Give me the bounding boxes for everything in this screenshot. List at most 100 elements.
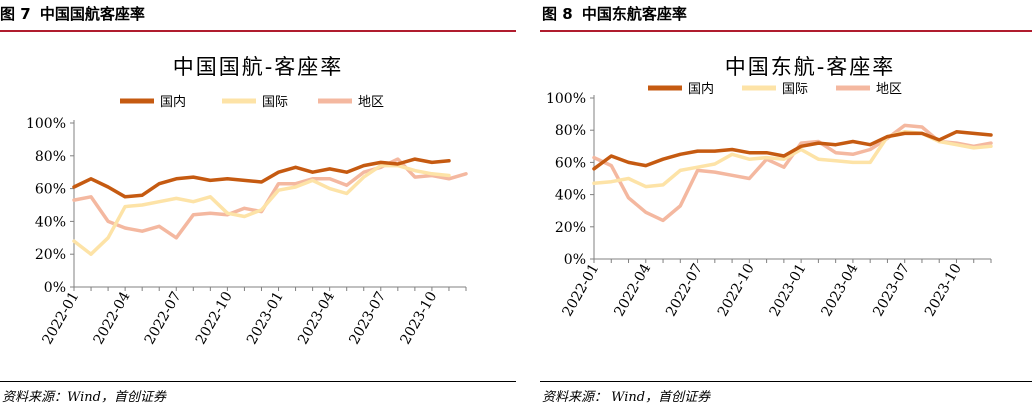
data-point-1 — [610, 180, 613, 183]
data-point-2 — [90, 196, 92, 198]
data-point-0 — [662, 158, 664, 160]
data-point-0 — [955, 131, 958, 133]
source-note: 资料来源： Wind，首创证券 — [542, 390, 711, 405]
x-tick-label: 2023-07 — [346, 289, 389, 347]
series-line-0 — [592, 130, 993, 171]
figure-number: 图 7 — [0, 5, 31, 23]
data-point-0 — [448, 159, 450, 162]
x-tick-label: 2022-10 — [715, 261, 758, 319]
data-point-0 — [817, 142, 820, 144]
y-tick-label: 60% — [555, 155, 586, 171]
series-line-1 — [592, 130, 993, 189]
data-point-2 — [645, 211, 647, 214]
data-point-0 — [765, 151, 768, 154]
source-note: 资料来源：Wind，首创证券 — [2, 390, 166, 405]
legend-label-2: 地区 — [358, 95, 384, 110]
data-point-0 — [748, 151, 751, 154]
data-point-2 — [662, 219, 664, 222]
data-point-0 — [124, 196, 126, 198]
data-point-0 — [277, 171, 280, 173]
data-point-2 — [714, 171, 716, 173]
data-point-0 — [921, 132, 923, 135]
data-point-2 — [107, 220, 109, 223]
data-point-2 — [124, 227, 126, 229]
data-point-1 — [765, 156, 768, 159]
data-point-0 — [903, 132, 906, 135]
data-point-2 — [158, 225, 160, 228]
data-point-2 — [277, 182, 280, 185]
data-point-0 — [209, 179, 212, 182]
data-point-0 — [783, 155, 785, 157]
data-point-2 — [990, 142, 992, 144]
data-point-0 — [90, 178, 92, 180]
data-point-1 — [431, 173, 433, 175]
y-tick-label: 0% — [564, 252, 586, 268]
figure-caption: 图 8 中国东航客座率 — [542, 3, 691, 24]
data-point-0 — [141, 194, 143, 196]
source-divider — [0, 381, 516, 382]
x-tick-label: 2023-01 — [767, 261, 810, 319]
x-tick-label: 2022-04 — [611, 261, 654, 319]
data-point-1 — [73, 240, 75, 242]
data-point-2 — [679, 205, 682, 207]
data-point-0 — [158, 182, 160, 185]
data-point-0 — [990, 134, 992, 136]
data-point-2 — [834, 151, 837, 154]
data-point-2 — [345, 184, 348, 187]
legend-label-2: 地区 — [876, 82, 902, 97]
source-divider — [540, 381, 1032, 382]
data-point-1 — [192, 200, 195, 203]
data-point-2 — [921, 126, 923, 128]
data-point-0 — [362, 164, 365, 167]
data-point-2 — [869, 148, 871, 151]
figure-title: 中国国航客座率 — [39, 5, 145, 23]
x-tick-label: 2022-01 — [40, 289, 83, 347]
y-tick-label: 40% — [35, 214, 66, 230]
data-point-1 — [175, 197, 178, 200]
data-point-1 — [141, 204, 143, 206]
x-tick-label: 2023-01 — [244, 289, 287, 347]
data-point-1 — [277, 189, 280, 191]
y-tick-label: 100% — [546, 91, 586, 107]
legend-label-1: 国际 — [262, 95, 288, 110]
data-point-1 — [226, 212, 229, 214]
data-point-2 — [731, 174, 733, 177]
data-point-0 — [852, 140, 854, 143]
data-point-2 — [696, 169, 699, 172]
data-point-1 — [748, 158, 751, 160]
data-point-2 — [328, 178, 331, 180]
data-point-0 — [175, 178, 178, 180]
figure-title: 中国东航客座率 — [581, 5, 687, 23]
data-point-0 — [593, 168, 595, 170]
figure-number: 图 8 — [542, 5, 573, 23]
data-point-1 — [593, 182, 595, 185]
data-point-0 — [627, 161, 630, 164]
data-point-1 — [834, 160, 837, 162]
caption-divider — [540, 30, 1032, 32]
data-point-0 — [886, 135, 889, 138]
y-tick-label: 0% — [44, 280, 66, 296]
data-point-1 — [124, 205, 126, 208]
data-point-1 — [90, 253, 92, 255]
x-tick-label: 2023-10 — [397, 289, 440, 347]
data-point-0 — [431, 161, 433, 164]
data-point-1 — [783, 158, 785, 160]
x-tick-label: 2023-04 — [295, 289, 338, 347]
data-point-1 — [158, 200, 160, 203]
y-tick-label: 80% — [555, 123, 586, 139]
figure-caption: 图 7 中国国航客座率 — [0, 3, 149, 24]
data-point-0 — [73, 186, 75, 188]
y-tick-label: 20% — [35, 247, 66, 263]
data-point-0 — [192, 176, 195, 178]
y-tick-label: 20% — [555, 220, 586, 236]
data-point-1 — [800, 148, 802, 151]
data-point-2 — [800, 142, 802, 144]
data-point-2 — [414, 176, 416, 178]
data-point-1 — [869, 161, 871, 164]
chart-title: 中国东航-客座率 — [725, 55, 896, 79]
figure-panel-left: 图 7 中国国航客座率 中国国航-客座率 国内 国际 地区 0% 20% 40% 60% 80%… — [0, 3, 516, 405]
data-point-2 — [209, 212, 212, 214]
caption-divider — [0, 30, 516, 32]
